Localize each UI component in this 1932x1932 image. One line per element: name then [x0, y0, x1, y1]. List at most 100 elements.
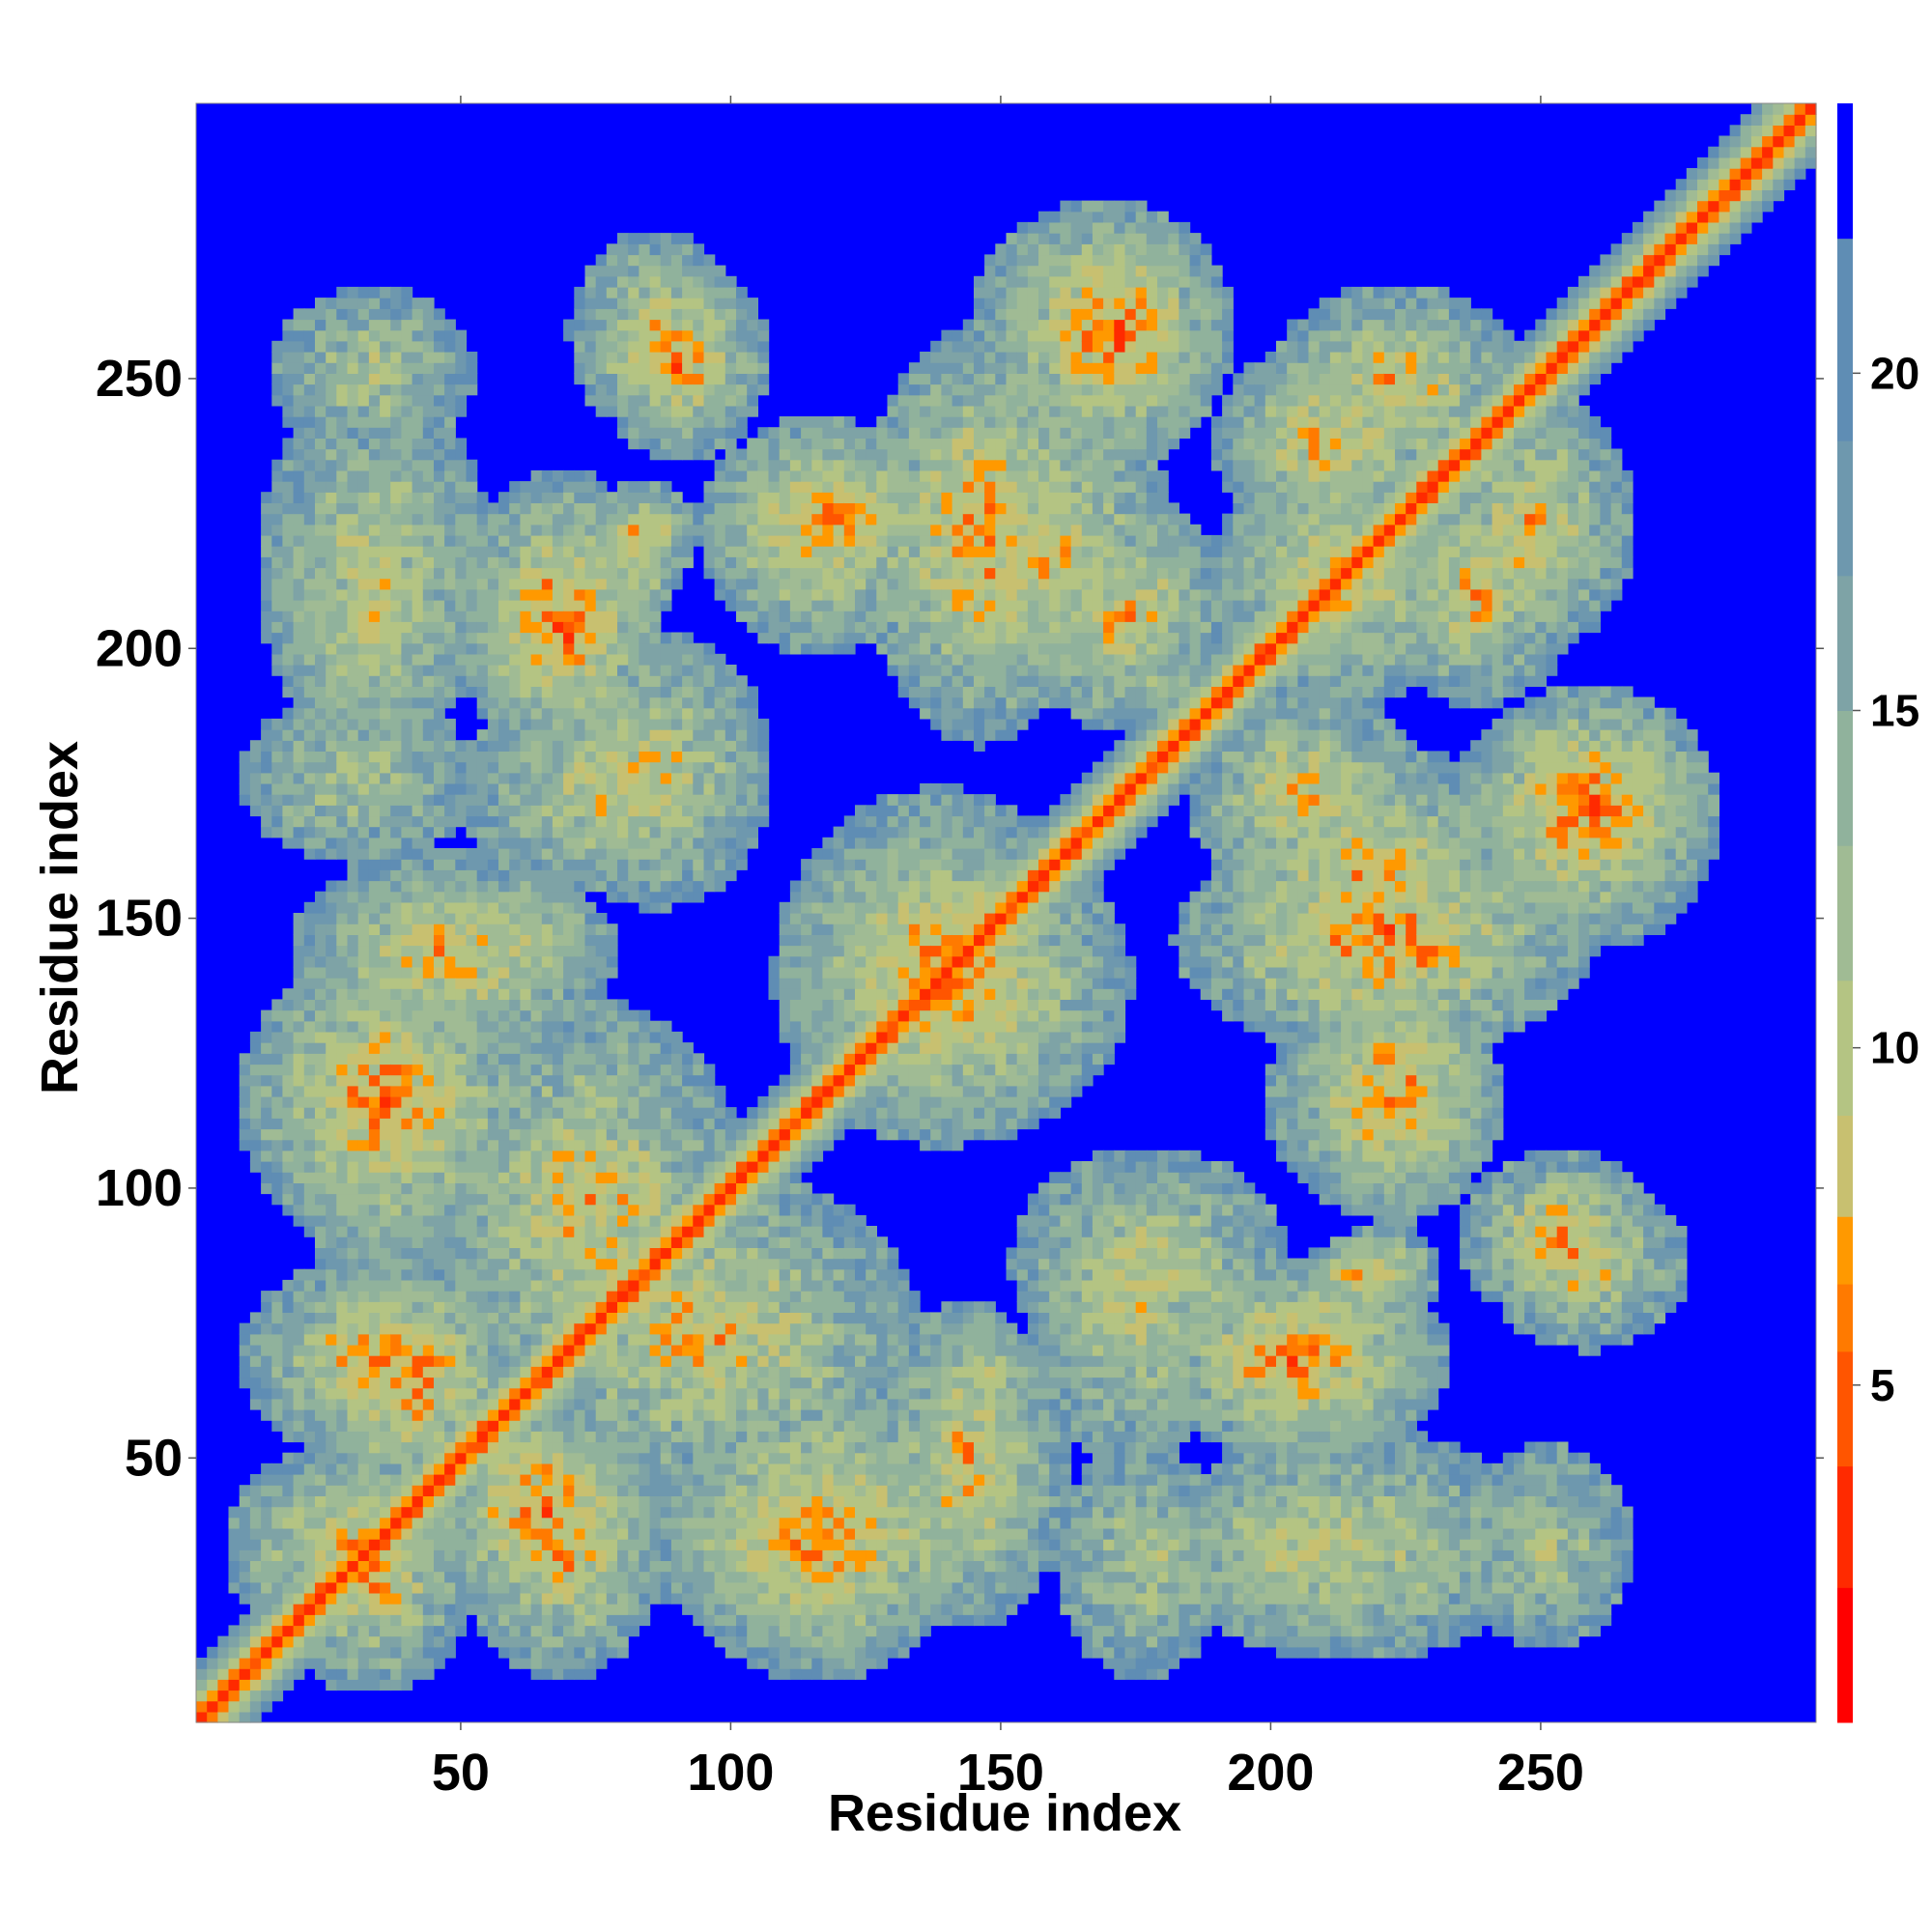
heatmap-cell — [357, 600, 370, 611]
heatmap-cell — [476, 1387, 489, 1400]
heatmap-cell — [660, 1333, 672, 1346]
heatmap-cell — [368, 675, 381, 687]
heatmap-cell — [303, 1398, 316, 1410]
heatmap-cell — [520, 848, 532, 860]
heatmap-cell — [271, 1064, 284, 1076]
heatmap-cell — [530, 1539, 543, 1550]
heatmap-cell — [217, 1635, 230, 1648]
heatmap-cell — [239, 1539, 251, 1550]
heatmap-cell — [326, 1247, 337, 1260]
heatmap-cell — [303, 1549, 316, 1561]
heatmap-cell — [326, 686, 337, 698]
heatmap-cell — [390, 1301, 402, 1313]
heatmap-cell — [347, 1539, 359, 1550]
heatmap-cell — [574, 1053, 586, 1065]
heatmap-cell — [422, 524, 435, 536]
heatmap-cell — [422, 308, 435, 321]
heatmap-cell — [368, 945, 381, 957]
heatmap-cell — [455, 794, 468, 806]
heatmap-cell — [476, 686, 489, 698]
heatmap-cell — [649, 1452, 662, 1464]
heatmap-cell — [693, 286, 705, 298]
heatmap-cell — [434, 707, 445, 720]
heatmap-cell — [498, 707, 510, 720]
heatmap-cell — [552, 1172, 564, 1183]
heatmap-cell — [487, 1344, 499, 1356]
heatmap-cell — [530, 751, 543, 763]
heatmap-cell — [541, 1333, 554, 1346]
heatmap-cell — [326, 405, 337, 417]
heatmap-cell — [584, 729, 597, 741]
heatmap-cell — [380, 600, 391, 611]
heatmap-cell — [271, 524, 284, 536]
heatmap-cell — [682, 751, 694, 763]
heatmap-cell — [498, 1128, 510, 1141]
heatmap-cell — [412, 1592, 424, 1605]
heatmap-cell — [239, 1377, 251, 1389]
heatmap-cell — [390, 837, 402, 849]
heatmap-cell — [595, 1312, 608, 1324]
heatmap-cell — [282, 459, 295, 471]
heatmap-cell — [401, 1506, 413, 1519]
heatmap-cell — [628, 1009, 639, 1022]
heatmap-cell — [649, 751, 662, 763]
heatmap-cell — [422, 1214, 435, 1227]
heatmap-cell — [530, 469, 543, 482]
heatmap-cell — [660, 826, 672, 838]
heatmap-cell — [466, 1107, 478, 1119]
heatmap-cell — [357, 1301, 370, 1313]
heatmap-cell — [466, 1020, 478, 1033]
heatmap-cell — [628, 1031, 639, 1043]
heatmap-cell — [660, 751, 672, 763]
heatmap-cell — [422, 1614, 435, 1627]
heatmap-cell — [703, 869, 716, 882]
heatmap-cell — [563, 1625, 575, 1637]
heatmap-cell — [466, 999, 478, 1011]
heatmap-cell — [239, 1625, 251, 1637]
heatmap-cell — [693, 1474, 705, 1486]
heatmap-cell — [498, 1398, 510, 1410]
heatmap-cell — [682, 1474, 694, 1486]
heatmap-cell — [293, 1139, 305, 1151]
heatmap-cell — [466, 384, 478, 396]
heatmap-cell — [293, 815, 305, 828]
heatmap-cell — [368, 1258, 381, 1270]
heatmap-cell — [207, 1646, 218, 1659]
heatmap-cell — [434, 880, 445, 893]
heatmap-cell — [455, 686, 468, 698]
heatmap-cell — [293, 1571, 305, 1583]
heatmap-cell — [282, 761, 295, 774]
heatmap-cell — [390, 848, 402, 860]
heatmap-cell — [401, 740, 413, 752]
heatmap-cell — [293, 578, 305, 590]
heatmap-cell — [357, 1614, 370, 1627]
heatmap-cell — [466, 1377, 478, 1389]
heatmap-cell — [606, 1571, 618, 1583]
heatmap-cell — [639, 286, 651, 298]
heatmap-cell — [595, 1549, 608, 1561]
heatmap-cell — [282, 1020, 295, 1033]
heatmap-cell — [315, 1074, 327, 1087]
heatmap-cell — [552, 901, 564, 914]
heatmap-cell — [271, 1625, 284, 1637]
heatmap-cell — [466, 1172, 478, 1183]
heatmap-cell — [584, 373, 597, 385]
heatmap-cell — [336, 686, 349, 698]
heatmap-cell — [628, 1118, 639, 1130]
heatmap-cell — [498, 1431, 510, 1443]
heatmap-cell — [303, 502, 316, 515]
heatmap-cell — [315, 600, 327, 611]
heatmap-cell — [326, 1139, 337, 1151]
heatmap-cell — [595, 1172, 608, 1183]
heatmap-cell — [487, 1226, 499, 1237]
heatmap-cell — [261, 1377, 272, 1389]
heatmap-cell — [693, 1236, 705, 1248]
heatmap-cell — [639, 308, 651, 321]
heatmap-cell — [595, 707, 608, 720]
heatmap-cell — [520, 513, 532, 526]
heatmap-cell — [412, 665, 424, 676]
heatmap-cell — [357, 955, 370, 968]
heatmap-cell — [412, 534, 424, 547]
heatmap-cell — [303, 665, 316, 676]
heatmap-cell — [347, 1398, 359, 1410]
